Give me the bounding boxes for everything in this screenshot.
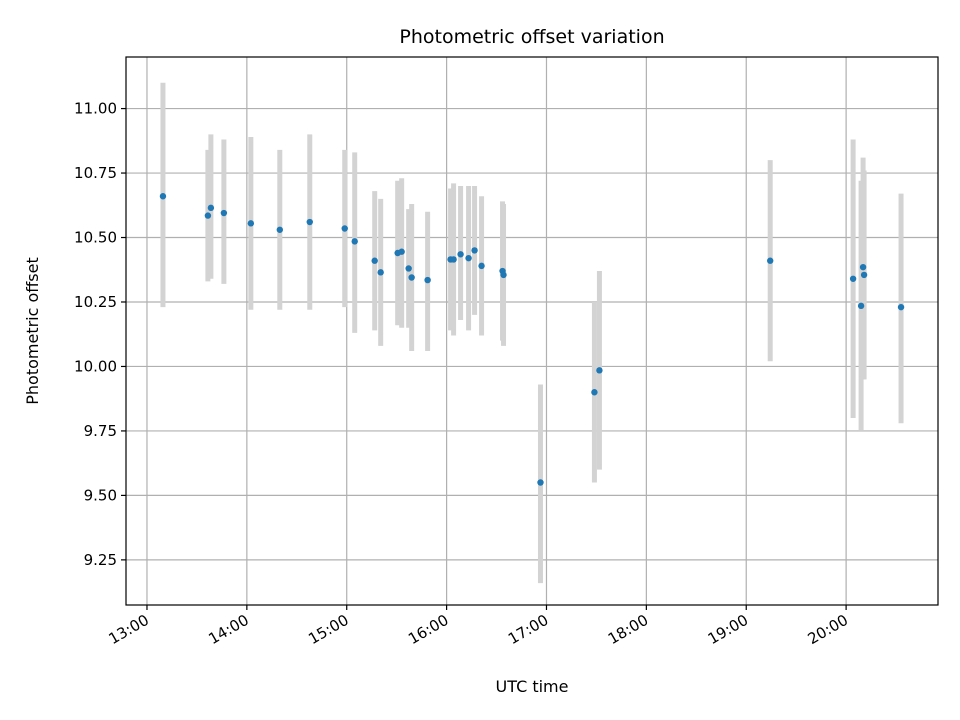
data-point xyxy=(371,257,378,264)
data-point xyxy=(859,263,867,271)
data-point xyxy=(596,367,603,374)
data-point xyxy=(857,302,865,310)
data-point xyxy=(276,226,284,233)
y-tick-label: 11.00 xyxy=(74,100,117,118)
y-tick-label: 9.50 xyxy=(84,486,117,504)
data-point xyxy=(537,479,544,486)
data-point xyxy=(849,275,857,282)
data-point xyxy=(306,218,313,226)
y-tick-label: 9.25 xyxy=(84,551,117,569)
data-point xyxy=(398,248,405,255)
data-point xyxy=(860,271,868,279)
grid-lines xyxy=(126,57,938,605)
data-point xyxy=(351,238,358,245)
y-axis-ticks: 9.25 9.50 9.75 10.00 10.25 10.50 10.75 11.00 xyxy=(74,100,126,569)
plot-frame xyxy=(125,56,939,606)
chart-title: Photometric offset variation xyxy=(399,26,664,48)
data-point xyxy=(897,303,905,311)
data-point xyxy=(341,225,348,232)
y-tick-label: 10.00 xyxy=(74,357,117,375)
data-point xyxy=(500,271,507,279)
data-point xyxy=(220,209,228,217)
data-point xyxy=(159,193,167,200)
data-point xyxy=(408,274,415,281)
y-tick-label: 10.50 xyxy=(74,229,117,247)
data-points xyxy=(159,193,905,486)
data-point xyxy=(207,204,215,212)
data-point xyxy=(767,257,774,264)
data-point xyxy=(478,262,485,270)
data-point xyxy=(591,389,598,396)
data-point xyxy=(457,251,464,258)
data-point xyxy=(405,265,412,272)
y-tick-label: 9.75 xyxy=(84,422,117,440)
data-point xyxy=(377,269,384,276)
data-point xyxy=(450,256,457,263)
data-point xyxy=(424,276,431,284)
data-point xyxy=(471,247,478,254)
data-point xyxy=(204,212,212,219)
data-point xyxy=(247,220,255,227)
data-point xyxy=(465,254,472,262)
x-axis-label: UTC time xyxy=(496,677,569,696)
y-axis-label: Photometric offset xyxy=(23,257,42,405)
y-tick-label: 10.25 xyxy=(74,293,117,311)
y-tick-label: 10.75 xyxy=(74,164,117,182)
